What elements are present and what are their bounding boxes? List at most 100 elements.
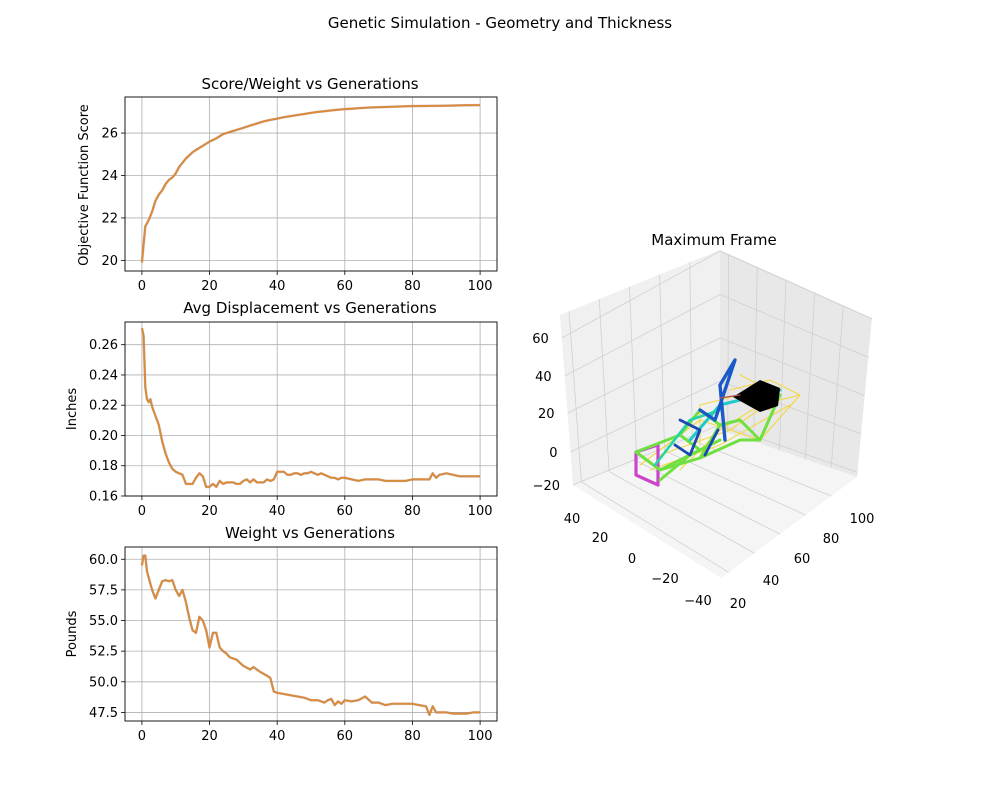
y-tick-label: −20 [651,572,678,587]
x-tick-label: 40 [269,729,286,744]
z-gridline [564,294,721,377]
y-tick-label: 22 [101,211,118,226]
x-tick-label: 80 [823,532,840,547]
y-gridline-wall [659,274,665,451]
y-tick-label: −40 [684,594,711,609]
y-tick-label: 0 [628,552,636,567]
y-gridline [636,460,781,535]
y-tick-label: 0.26 [89,338,118,353]
x-tick-label: 0 [138,504,146,519]
x-tick-label: 80 [404,504,421,519]
z-gridline [561,250,721,339]
y-gridline-wall [629,286,638,462]
x-tick-label: 60 [794,552,811,567]
member-green [678,393,782,442]
series-line-underlay [140,327,481,489]
x-tick-label: 0 [138,729,146,744]
avg-displacement-chart: Avg Displacement vs Generations Inches 0… [65,299,498,519]
series-line [140,554,481,716]
pane-right [720,250,872,477]
x-gridline-wall [804,292,816,460]
y-gridline [581,481,729,573]
y-tick-label: 20 [592,531,609,546]
x-tick-label: 40 [269,504,286,519]
axes-frame [124,321,498,497]
y-axis-label: Inches [65,388,80,430]
tick-labels-3d: −20 0 20 40 60 20 40 60 80 100 −40 −20 0 20 40 [532,332,874,612]
y-tick-label: 55.0 [89,614,118,629]
y-tick-label: 20 [101,254,118,269]
arrow-stem [719,394,741,399]
y-tick-label: 0.22 [89,399,118,414]
x-tick-label: 100 [468,279,493,294]
y-gridline-wall [568,311,582,482]
y-gridline-wall [689,262,693,441]
z-tick-label: 60 [532,332,549,347]
maximum-frame-3d-chart: Maximum Frame −20020406020406080100−40−2… [532,231,874,612]
weight-chart: Weight vs Generations Pounds 0 20 40 60 80 10… [65,524,498,744]
axes-frame [124,96,498,272]
y-axis-label: Pounds [65,610,80,657]
score-weight-chart: Score/Weight vs Generations Objective Fu… [77,75,498,294]
z-gridline [719,337,865,396]
chart-title: Score/Weight vs Generations [201,75,418,93]
x-tick-label: 20 [201,729,218,744]
x-tick-label: 20 [730,597,747,612]
figure-suptitle: Genetic Simulation - Geometry and Thickn… [328,14,672,32]
y-tick-label: 40 [564,512,581,527]
truss-frame [634,358,801,487]
x-tick-label: 100 [468,729,493,744]
x-gridline-wall [779,279,787,451]
series-line [140,104,481,263]
z-tick-label: 0 [549,446,557,461]
chart-title: Weight vs Generations [225,524,395,542]
x-tick-label: 60 [337,279,354,294]
series-line-underlay [140,103,481,263]
member-blue [673,418,702,457]
x-tick-label: 60 [337,729,354,744]
member-blue [703,428,720,457]
chart-title: Maximum Frame [651,231,776,249]
x-tick-label: 80 [404,279,421,294]
x-tick-label: 100 [468,504,493,519]
z-tick-label: −20 [533,479,560,494]
y-tick-label: 26 [101,127,118,142]
displacement-arrows [733,380,780,412]
z-tick-label: 20 [538,407,555,422]
y-tick-label: 0.18 [89,459,118,474]
series-line [140,327,481,488]
member-teal [653,408,722,467]
x-tick-label: 80 [404,729,421,744]
member-blue [698,358,737,442]
y-tick-label: 47.5 [89,706,118,721]
y-tick-label: 24 [101,169,118,184]
z-gridline [719,294,869,358]
z-tick-label: 40 [535,370,552,385]
z-gridline [719,380,862,435]
axes-frame [124,546,498,722]
x-tick-label: 100 [850,512,875,527]
x-gridline-wall [830,305,844,469]
x-tick-label: 20 [201,279,218,294]
y-tick-label: 0.24 [89,368,118,383]
y-tick-label: 57.5 [89,583,118,598]
x-tick-label: 40 [763,574,780,589]
y-gridline-wall [598,299,610,472]
series-line-underlay [140,554,481,717]
y-axis-label: Objective Function Score [77,104,92,266]
y-tick-label: 0.20 [89,429,118,444]
x-tick-label: 40 [269,279,286,294]
chart-title: Avg Displacement vs Generations [183,299,437,317]
x-tick-label: 60 [337,504,354,519]
y-tick-label: 50.0 [89,675,118,690]
z-gridline [570,380,721,453]
y-tick-label: 0.16 [89,490,118,505]
y-tick-label: 60.0 [89,553,118,568]
y-gridline [608,471,755,554]
z-gridline [567,337,721,414]
y-tick-label: 52.5 [89,645,118,660]
z-gridline [719,250,873,320]
x-tick-label: 20 [201,504,218,519]
x-tick-label: 0 [138,279,146,294]
